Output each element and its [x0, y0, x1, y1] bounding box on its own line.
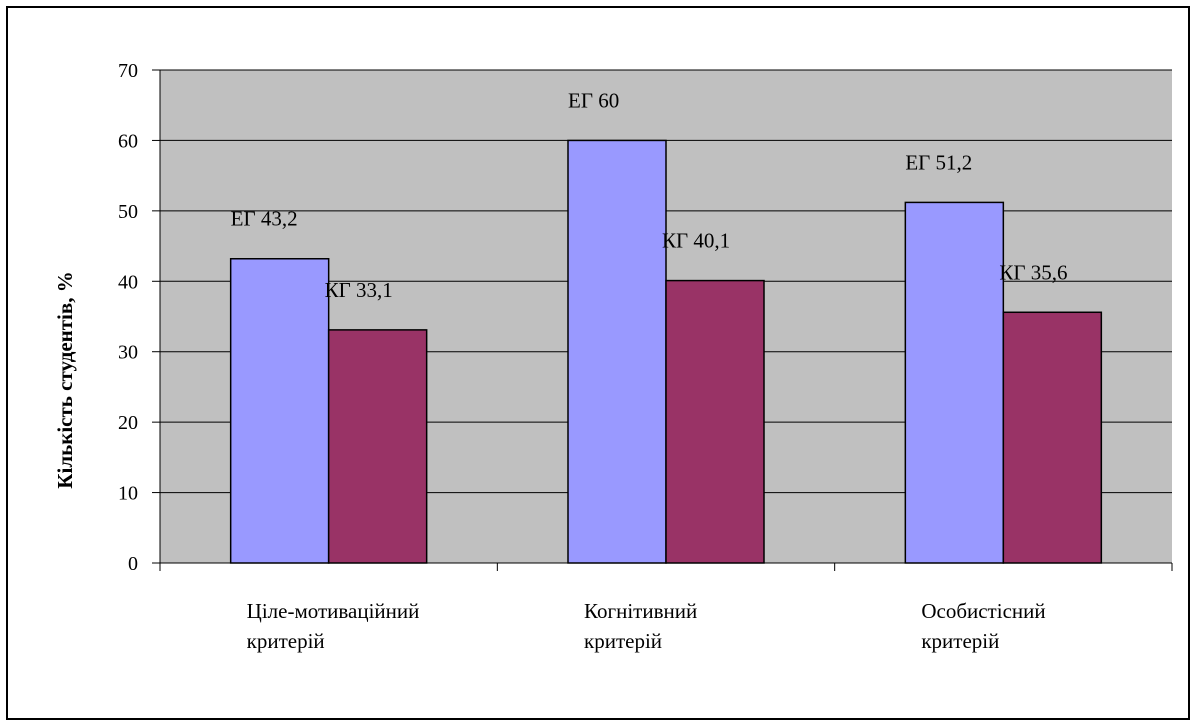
bar: [567, 139, 667, 564]
data-label: ЕГ 43,2: [231, 207, 298, 231]
x-category-label: Когнітивний: [584, 599, 697, 623]
data-label: ЕГ 60: [568, 88, 619, 112]
y-tick-label: 30: [118, 342, 138, 364]
bar: [665, 279, 765, 564]
x-category-label: критерій: [247, 629, 325, 653]
x-category-label: критерій: [584, 629, 662, 653]
y-tick-label: 50: [118, 201, 138, 223]
y-tick-label: 60: [118, 130, 138, 152]
x-category-label: Особистісний: [921, 599, 1045, 623]
y-tick-label: 10: [118, 483, 138, 505]
data-label: ЕГ 51,2: [905, 150, 972, 174]
data-label: КГ 40,1: [662, 229, 730, 253]
bar: [1002, 311, 1103, 564]
y-axis-title: Кількість студентів, %: [53, 271, 77, 488]
bar: [904, 201, 1005, 564]
bar: [229, 257, 330, 564]
data-label: КГ 33,1: [325, 278, 393, 302]
y-tick-label: 70: [118, 60, 138, 82]
bar: [327, 329, 428, 564]
x-category-label: критерій: [921, 629, 999, 653]
x-category-label: Ціле-мотиваційний: [247, 599, 420, 623]
y-tick-label: 0: [128, 553, 138, 575]
data-label: КГ 35,6: [999, 260, 1067, 284]
y-tick-label: 40: [118, 271, 138, 293]
y-tick-label: 20: [118, 412, 138, 434]
